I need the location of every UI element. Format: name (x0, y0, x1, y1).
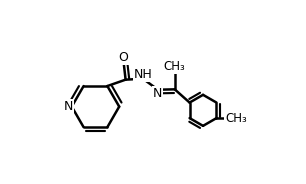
Text: N: N (153, 87, 162, 100)
Text: CH₃: CH₃ (164, 60, 186, 73)
Text: O: O (118, 51, 128, 64)
Text: CH₃: CH₃ (225, 112, 247, 125)
Text: N: N (64, 100, 73, 113)
Text: NH: NH (134, 68, 152, 81)
